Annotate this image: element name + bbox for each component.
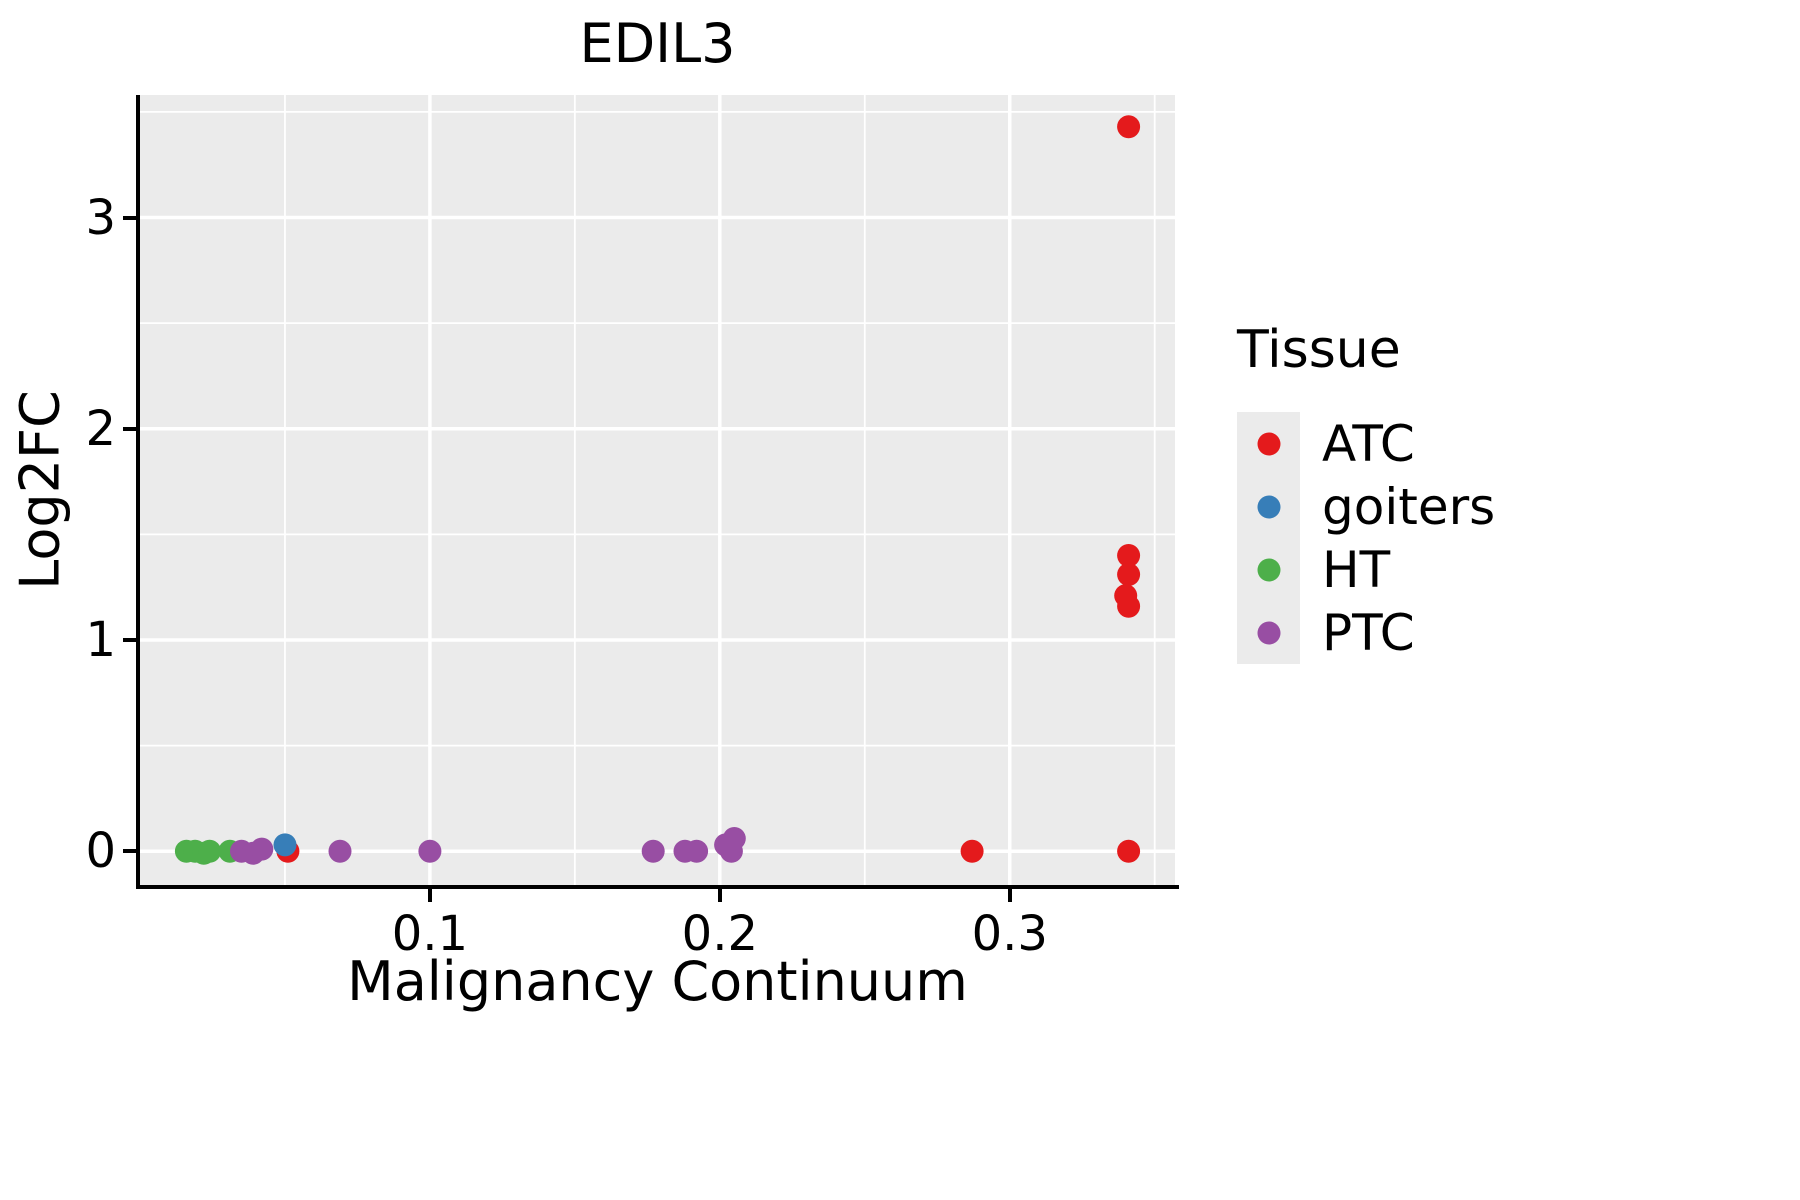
legend-key [1237,412,1300,475]
chart-title: EDIL3 [579,12,736,75]
x-axis-line [136,885,1179,889]
y-tick-mark [123,426,136,431]
y-tick-mark [123,849,136,854]
y-tick-mark [123,637,136,642]
data-point-PTC [722,827,746,850]
data-point-ATC [1117,544,1141,567]
legend-dot-icon [1257,621,1280,644]
data-point-ATC [1117,839,1141,863]
y-tick-label: 3 [85,189,116,246]
plot-panel [140,95,1175,885]
data-point-PTC [418,839,442,863]
legend-key [1237,475,1300,538]
data-point-ATC [1114,584,1138,608]
plot-area [140,95,1175,885]
legend-item-ATC: ATC [1237,412,1495,475]
y-axis-line [136,95,140,889]
legend-item-label: goiters [1322,477,1496,536]
legend-item-HT: HT [1237,538,1495,601]
legend-item-label: PTC [1322,603,1415,662]
legend-item-label: HT [1322,540,1391,599]
legend-key [1237,601,1300,664]
y-tick-label: 1 [85,611,116,668]
x-tick-label: 0.1 [391,906,469,962]
x-tick-mark [717,889,722,902]
data-point-goiters [273,833,297,857]
x-tick-label: 0.3 [971,906,1048,962]
data-point-PTC [685,839,709,863]
legend-title: Tissue [1237,320,1401,380]
data-point-PTC [641,839,665,863]
legend-items: ATC goiters HT PTC [1237,412,1495,664]
x-axis-label: Malignancy Continuum [347,950,968,1013]
y-tick-label: 2 [85,400,116,457]
legend-dot-icon [1257,558,1280,581]
legend-item-goiters: goiters [1237,475,1495,538]
y-tick-mark [123,215,136,220]
data-point-HT [198,839,222,863]
x-tick-mark [1007,889,1012,902]
legend-key [1237,538,1300,601]
legend-dot-icon [1257,495,1280,518]
data-point-ATC [1117,115,1141,139]
legend-item-label: ATC [1322,414,1415,473]
data-point-PTC [328,839,352,863]
x-tick-mark [427,889,432,902]
data-point-ATC [1117,563,1141,586]
x-tick-label: 0.2 [681,906,758,962]
data-point-PTC [250,837,274,861]
legend-dot-icon [1257,432,1280,455]
y-tick-label: 0 [85,823,116,880]
legend: Tissue ATC goiters HT PTC [1237,320,1495,664]
legend-item-PTC: PTC [1237,601,1495,664]
data-point-ATC [960,839,984,863]
